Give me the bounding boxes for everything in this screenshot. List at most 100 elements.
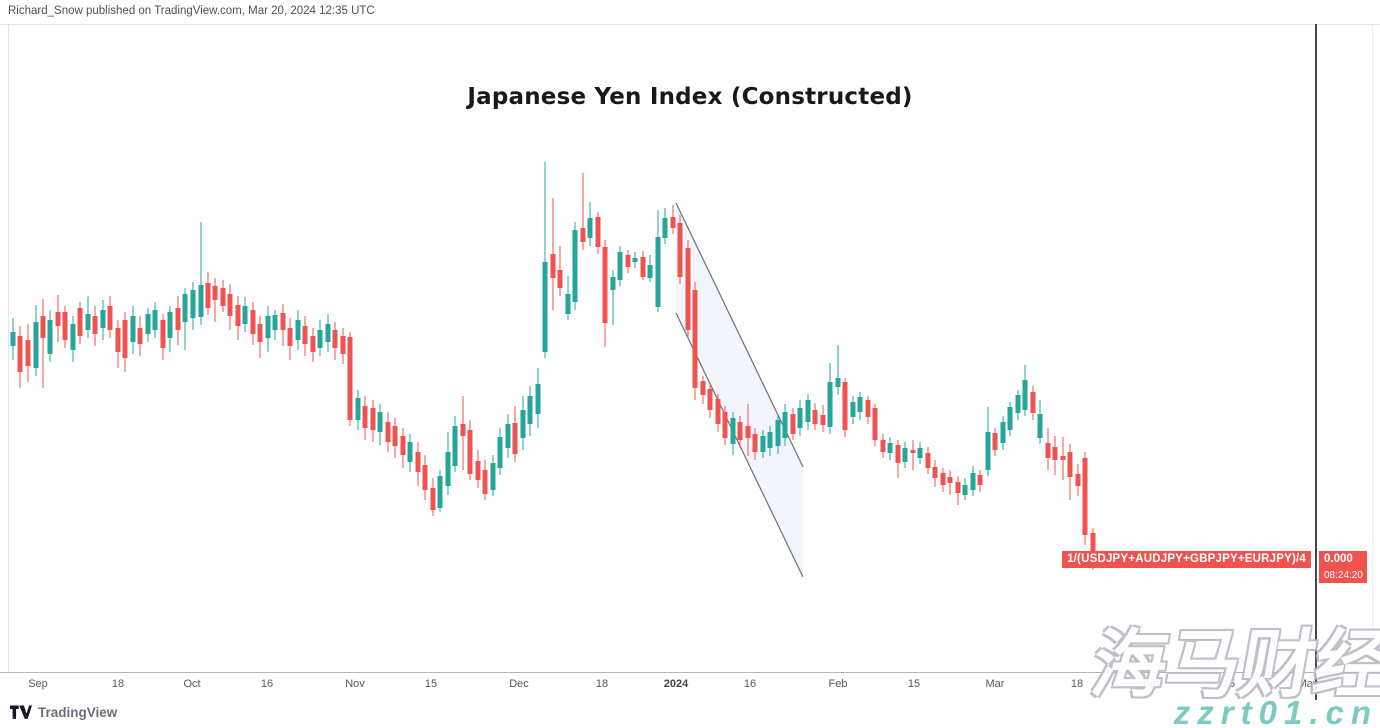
candle-body [910, 450, 916, 453]
candle-body [632, 258, 638, 262]
x-axis-label: 16 [743, 678, 757, 690]
candle-body [400, 436, 406, 455]
candle-body [430, 488, 436, 510]
candle-body [752, 434, 758, 452]
candle-body [647, 265, 653, 278]
candle-body [33, 322, 39, 368]
candle-body [407, 442, 413, 462]
candle-body [827, 382, 833, 427]
x-axis-label: Oct [183, 678, 201, 690]
candle-body [85, 314, 91, 330]
x-axis-label: Mar [985, 678, 1005, 690]
candle-body [295, 320, 301, 340]
candle-body [707, 389, 713, 410]
candle-body [737, 422, 743, 440]
x-axis-label: 15 [1222, 678, 1236, 690]
candle-body [1067, 452, 1073, 477]
candle-body [587, 218, 593, 238]
candle-body [662, 218, 668, 238]
candle-body [1045, 443, 1051, 458]
candle-body [767, 432, 773, 448]
x-axis-label: 2024 [663, 678, 689, 690]
candle-body [782, 412, 788, 438]
candle-body [370, 408, 376, 430]
tradingview-logo-icon [10, 705, 32, 719]
candle-body [902, 448, 908, 462]
chart-title: Japanese Yen Index (Constructed) [467, 84, 913, 110]
candle-body [730, 418, 736, 444]
candle-body [670, 217, 676, 228]
candle-body [722, 412, 728, 438]
candle-body [212, 286, 218, 300]
candle-body [970, 473, 976, 490]
candle-body [610, 277, 616, 290]
candle-body [55, 312, 61, 326]
time-axis[interactable]: Sep 18 Oct 16 Nov 15 Dec 18 2024 16 Feb 15 Mar 18 Apr 1… [0, 678, 1380, 694]
candle-body [385, 422, 391, 442]
candle-body [655, 237, 661, 307]
candle-body [415, 452, 421, 472]
candle-body [895, 445, 901, 463]
candle-body [1060, 456, 1066, 460]
candle-body [317, 330, 323, 348]
x-axis-label: 16 [260, 678, 274, 690]
candle-body [355, 398, 361, 420]
candle-body [542, 262, 548, 352]
candle-body [122, 320, 128, 358]
x-axis-label: May [1297, 678, 1319, 690]
candle-body [152, 310, 158, 330]
candle-body [872, 408, 878, 440]
candle-body [977, 475, 983, 485]
candle-body [190, 290, 196, 318]
candle-body [445, 452, 451, 486]
candle-body [347, 337, 353, 420]
candle-body [332, 330, 338, 348]
candle-body [310, 336, 316, 352]
candle-body [257, 324, 263, 342]
candle-body [962, 485, 968, 495]
candle-body [685, 248, 691, 330]
candle-body [70, 324, 76, 350]
series-formula-label[interactable]: 1/(USDJPY+AUDJPY+GBPJPY+EURJPY)/4 [1062, 551, 1311, 568]
candle-body [198, 285, 204, 317]
candle-body [467, 430, 473, 474]
candle-body [700, 381, 706, 395]
candle-body [235, 305, 241, 326]
attribution-text: Richard_Snow published on TradingView.co… [8, 5, 375, 17]
candle-body [617, 252, 623, 280]
candle-body [392, 426, 398, 446]
candle-body [887, 443, 893, 453]
candle-body [227, 294, 233, 316]
candle-body [137, 328, 143, 344]
candle-body [805, 400, 811, 422]
candle-body [932, 467, 938, 478]
candle-body [1007, 407, 1013, 430]
candle-body [865, 400, 871, 417]
watermark-url-text: zzrt01.cn [1173, 694, 1378, 728]
last-price-label: 0.000 [1319, 551, 1367, 568]
x-axis-label: 18 [111, 678, 125, 690]
x-axis-label: Dec [509, 678, 529, 690]
candle-body [842, 382, 848, 430]
candle-body [287, 328, 293, 346]
candle-body [10, 332, 16, 346]
candle-body [437, 476, 443, 508]
candle-body [280, 313, 286, 330]
candle-body [940, 473, 946, 485]
candle-body [92, 316, 98, 334]
candlestick-chart-canvas[interactable] [0, 24, 1380, 672]
candle-body [40, 316, 46, 338]
candle-body [497, 437, 503, 468]
candle-body [955, 482, 961, 493]
candle-body [77, 308, 83, 336]
candle-body [1075, 474, 1081, 486]
candle-body [565, 294, 571, 314]
candle-body [475, 461, 481, 480]
candle-body [160, 320, 166, 348]
candle-body [47, 320, 53, 354]
channel-upper-line[interactable] [675, 202, 804, 468]
x-axis-label: 18 [595, 678, 609, 690]
tradingview-logo[interactable]: TradingView [10, 705, 117, 720]
candle-body [625, 255, 631, 267]
candle-body [947, 477, 953, 483]
